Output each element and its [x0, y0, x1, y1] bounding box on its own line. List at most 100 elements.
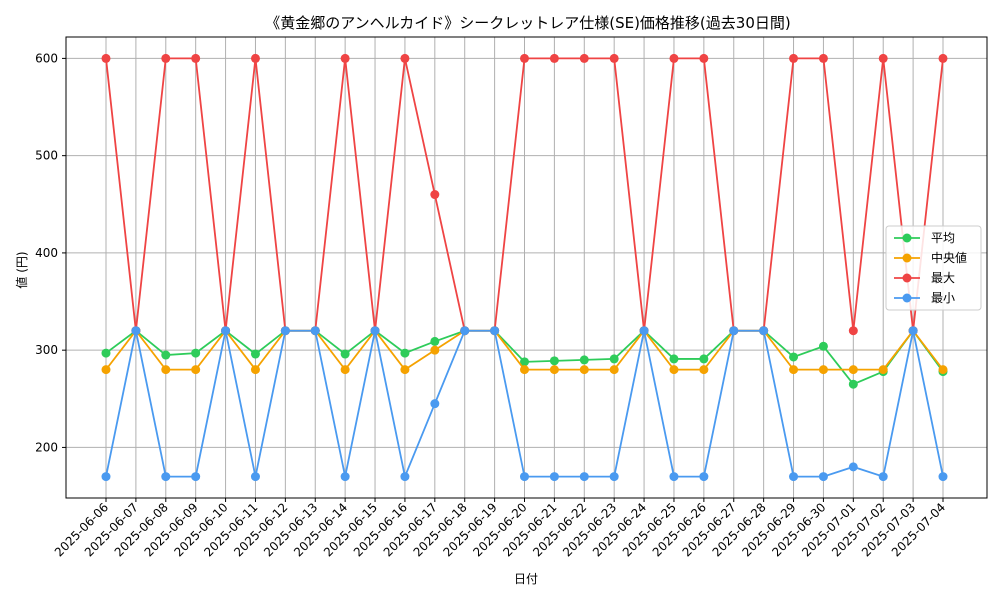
data-point [549, 53, 559, 63]
legend-swatch-marker [902, 253, 912, 263]
data-point [400, 365, 410, 375]
y-tick-label: 500 [35, 149, 58, 163]
data-point [789, 365, 799, 375]
data-point [430, 399, 440, 409]
data-point [878, 472, 888, 482]
legend-swatch-marker [902, 293, 912, 303]
data-point [191, 472, 201, 482]
data-point [938, 53, 948, 63]
data-point [699, 53, 709, 63]
data-point [878, 53, 888, 63]
legend-box [885, 225, 982, 311]
series-group [101, 53, 948, 482]
legend-swatch-marker [902, 233, 912, 243]
legend-label: 最大 [931, 271, 955, 285]
legend-label: 最小 [931, 291, 955, 305]
data-point [520, 357, 529, 367]
data-point [789, 472, 799, 482]
data-point [191, 365, 201, 375]
data-point [699, 365, 709, 375]
y-axis: 200 300 400 500 600 [35, 51, 66, 454]
data-point [848, 365, 858, 375]
data-point [549, 472, 559, 482]
data-point [191, 53, 201, 63]
data-point [250, 53, 260, 63]
data-point [938, 472, 948, 482]
data-point [520, 365, 529, 375]
data-point [609, 472, 619, 482]
data-point [579, 472, 589, 482]
y-tick-label: 600 [35, 51, 58, 65]
grid-lines [66, 37, 987, 498]
data-point [400, 53, 410, 63]
series-3 [101, 326, 948, 482]
data-point [310, 326, 320, 336]
data-point [609, 365, 619, 375]
data-point [938, 365, 948, 375]
data-point [490, 326, 500, 336]
data-point [221, 326, 231, 336]
y-tick-label: 200 [35, 440, 58, 454]
data-point [250, 349, 260, 359]
plot-frame [65, 36, 988, 499]
data-point [669, 365, 679, 375]
data-point [400, 472, 410, 482]
data-point [340, 349, 350, 359]
data-point [430, 190, 440, 200]
data-point [430, 336, 440, 346]
data-point [639, 326, 649, 336]
data-point [848, 379, 858, 389]
data-point [699, 354, 709, 364]
data-point [191, 348, 201, 358]
data-point [161, 53, 171, 63]
data-point [520, 53, 529, 63]
data-point [101, 472, 111, 482]
data-point [340, 472, 350, 482]
legend-label: 中央値 [931, 250, 967, 265]
y-axis-label: 値 (円) [14, 251, 29, 288]
data-point [161, 350, 171, 360]
data-point [400, 348, 410, 358]
data-point [818, 341, 828, 351]
x-axis: 2025-06-062025-06-072025-06-082025-06-09… [52, 498, 948, 559]
data-point [101, 53, 111, 63]
data-point [161, 472, 171, 482]
data-point [878, 365, 888, 375]
legend-swatch-marker [902, 273, 912, 283]
data-point [250, 472, 260, 482]
data-point [848, 462, 858, 472]
data-point [818, 472, 828, 482]
y-tick-label: 400 [35, 246, 58, 260]
data-point [340, 365, 350, 375]
data-point [908, 326, 918, 336]
data-point [669, 53, 679, 63]
data-point [609, 53, 619, 63]
legend-label: 平均 [931, 231, 955, 245]
data-point [460, 326, 470, 336]
data-point [609, 354, 619, 364]
data-point [549, 356, 559, 366]
data-point [579, 365, 589, 375]
data-point [161, 365, 171, 375]
data-point [699, 472, 709, 482]
data-point [370, 326, 380, 336]
data-point [818, 53, 828, 63]
data-point [131, 326, 141, 336]
data-point [280, 326, 290, 336]
data-point [669, 472, 679, 482]
data-point [789, 352, 799, 362]
data-point [549, 365, 559, 375]
data-point [789, 53, 799, 63]
data-point [101, 365, 111, 375]
series-2 [101, 53, 948, 336]
data-point [818, 365, 828, 375]
data-point [759, 326, 769, 336]
y-tick-label: 300 [35, 343, 58, 357]
data-point [250, 365, 260, 375]
data-point [520, 472, 529, 482]
data-point [579, 355, 589, 365]
data-point [430, 345, 440, 355]
data-point [669, 354, 679, 364]
